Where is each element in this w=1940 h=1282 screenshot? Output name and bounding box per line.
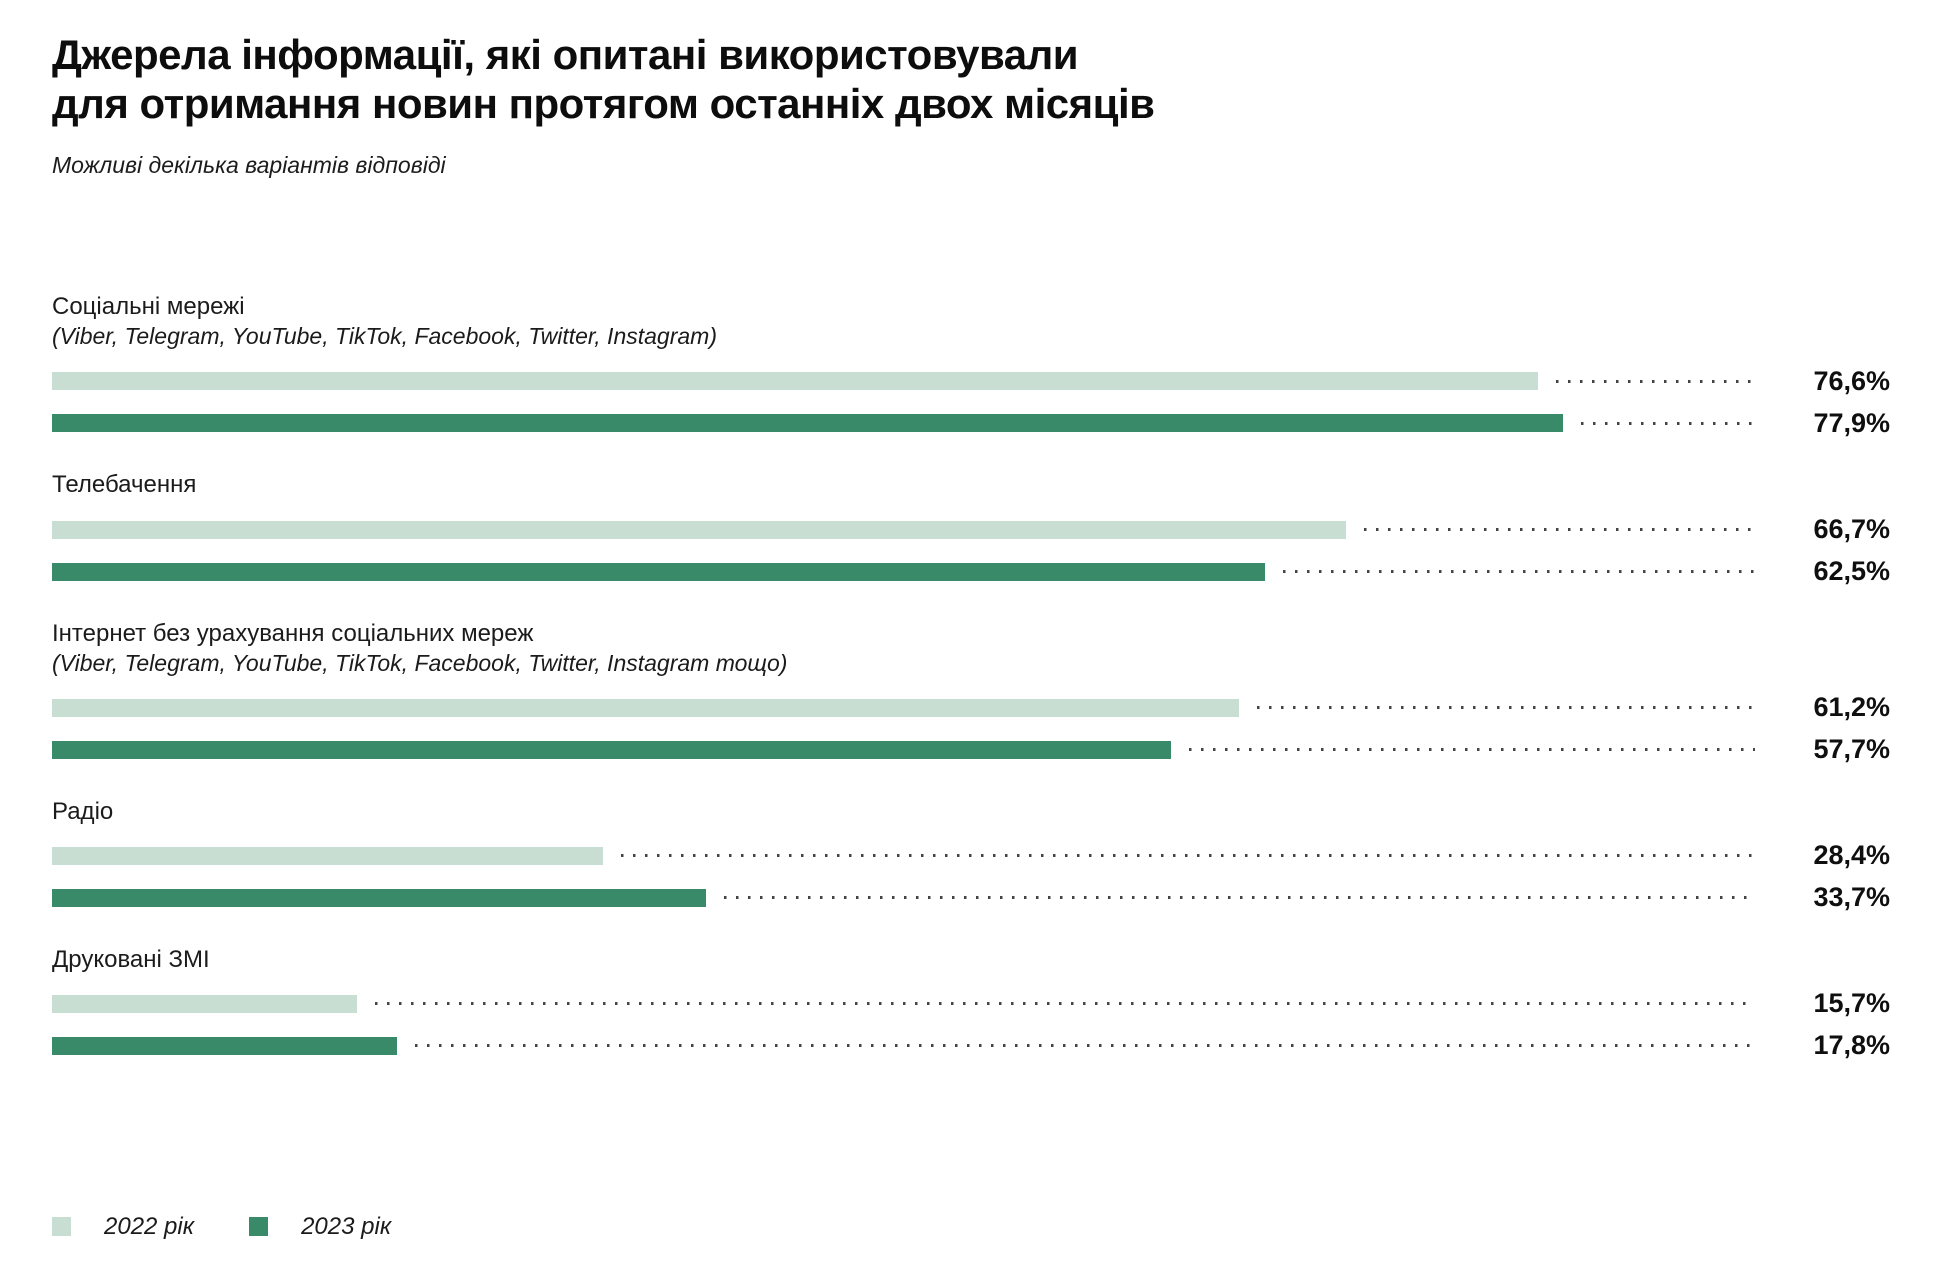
bar-row-2023: 77,9% xyxy=(52,408,1890,438)
dotted-leader xyxy=(374,1002,1755,1006)
category-label: Радіо xyxy=(52,797,114,825)
bar-2022 xyxy=(52,372,1539,391)
value-label-2022: 76,6% xyxy=(1813,365,1890,396)
value-label-2023: 77,9% xyxy=(1813,407,1890,438)
bar-2023 xyxy=(52,740,1172,759)
value-label-2022: 66,7% xyxy=(1813,514,1890,545)
bar-row-2022: 66,7% xyxy=(52,514,1890,544)
chart-legend: 2022 рік 2023 рік xyxy=(52,1213,1890,1241)
category-label: Телебачення xyxy=(52,471,197,499)
category-group: Соціальні мережі (Viber, Telegram, YouTub… xyxy=(52,291,1890,438)
value-label-2022: 28,4% xyxy=(1813,840,1890,871)
bar-row-2023: 57,7% xyxy=(52,734,1890,764)
value-label-2023: 62,5% xyxy=(1813,556,1890,587)
value-label-2023: 57,7% xyxy=(1813,734,1890,765)
page-title-line2: для отримання новин протягом останніх дв… xyxy=(52,80,1155,128)
page-title-line1: Джерела інформації, які опитані використ… xyxy=(52,31,1079,78)
bar-row-2022: 61,2% xyxy=(52,692,1890,722)
bar-row-2022: 28,4% xyxy=(52,840,1890,870)
value-label-2022: 61,2% xyxy=(1813,692,1890,723)
legend-item-2022: 2022 рік xyxy=(52,1213,194,1241)
bar-row-2023: 62,5% xyxy=(52,556,1890,586)
legend-item-2023: 2023 рік xyxy=(249,1213,391,1241)
bar-2023 xyxy=(52,414,1564,433)
dotted-leader xyxy=(1363,528,1755,532)
dotted-leader xyxy=(415,1044,1755,1048)
category-label: Друковані ЗМІ xyxy=(52,945,210,973)
dotted-leader xyxy=(1282,570,1755,574)
legend-swatch-2023 xyxy=(249,1217,269,1237)
page-title: Джерела інформації, які опитані використ… xyxy=(52,30,1890,128)
dotted-leader xyxy=(723,896,1755,900)
bar-chart: Соціальні мережі (Viber, Telegram, YouTub… xyxy=(52,291,1890,1060)
bar-2022 xyxy=(52,994,357,1013)
legend-label-2022: 2022 рік xyxy=(104,1212,195,1240)
bar-row-2023: 17,8% xyxy=(52,1030,1890,1060)
chart-subtitle: Можливі декілька варіантів відповіді xyxy=(52,152,446,179)
category-label: Соціальні мережі xyxy=(52,293,245,321)
dotted-leader xyxy=(1581,421,1755,425)
category-group: Інтернет без урахування соціальних мереж… xyxy=(52,618,1890,764)
legend-swatch-2022 xyxy=(52,1217,71,1237)
dotted-leader xyxy=(620,854,1755,858)
category-group: Друковані ЗМІ 15,7% 17,8% xyxy=(52,944,1890,1060)
bar-row-2022: 76,6% xyxy=(52,366,1890,396)
value-label-2023: 33,7% xyxy=(1813,882,1890,913)
value-label-2022: 15,7% xyxy=(1813,988,1890,1019)
bar-2023 xyxy=(52,1036,398,1055)
bar-2023 xyxy=(52,888,706,907)
category-label: Інтернет без урахування соціальних мереж xyxy=(52,619,534,647)
dotted-leader xyxy=(1189,748,1755,752)
bar-row-2022: 15,7% xyxy=(52,988,1890,1018)
dotted-leader xyxy=(1556,379,1755,383)
bar-2022 xyxy=(52,520,1346,539)
bar-2023 xyxy=(52,562,1265,581)
chart-header: Джерела інформації, які опитані використ… xyxy=(52,30,1890,179)
category-sublabel: (Viber, Telegram, YouTube, TikTok, Faceb… xyxy=(52,649,788,676)
dotted-leader xyxy=(1257,706,1755,710)
bar-row-2023: 33,7% xyxy=(52,882,1890,912)
legend-label-2023: 2023 рік xyxy=(301,1212,392,1240)
bar-2022 xyxy=(52,846,603,865)
category-sublabel: (Viber, Telegram, YouTube, TikTok, Faceb… xyxy=(52,323,717,350)
value-label-2023: 17,8% xyxy=(1813,1030,1890,1061)
bar-2022 xyxy=(52,698,1240,717)
category-group: Телебачення 66,7% 62,5% xyxy=(52,469,1890,586)
category-group: Радіо 28,4% 33,7% xyxy=(52,796,1890,912)
